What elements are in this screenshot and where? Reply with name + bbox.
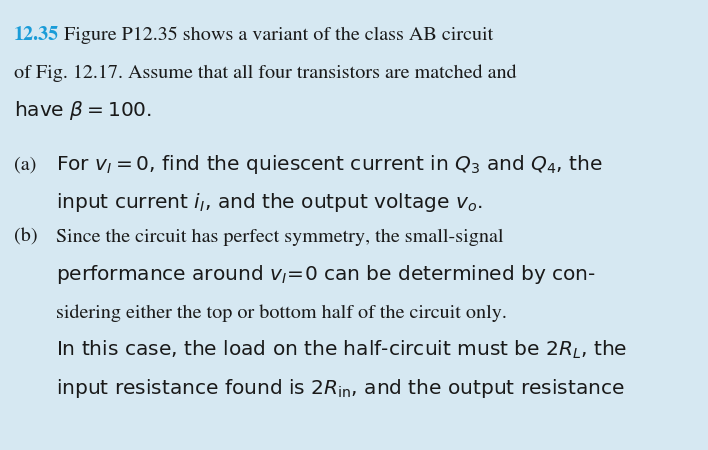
- Text: have $\beta = 100$.: have $\beta = 100$.: [14, 99, 152, 122]
- Text: Since the circuit has perfect symmetry, the small-signal: Since the circuit has perfect symmetry, …: [56, 229, 503, 246]
- Text: input current $i_I$, and the output voltage $v_o$.: input current $i_I$, and the output volt…: [56, 191, 482, 214]
- Text: (b): (b): [14, 229, 38, 246]
- Text: Figure P12.35 shows a variant of the class AB circuit: Figure P12.35 shows a variant of the cla…: [64, 27, 493, 44]
- Text: of Fig. 12.17. Assume that all four transistors are matched and: of Fig. 12.17. Assume that all four tran…: [14, 64, 517, 82]
- Text: In this case, the load on the half-circuit must be $2R_L$, the: In this case, the load on the half-circu…: [56, 339, 627, 361]
- Text: input resistance found is $2R_{\rm in}$, and the output resistance: input resistance found is $2R_{\rm in}$,…: [56, 377, 625, 400]
- Text: performance around $v_I\!=\!0$ can be determined by con-: performance around $v_I\!=\!0$ can be de…: [56, 263, 596, 286]
- Text: 12.35: 12.35: [14, 26, 59, 44]
- Text: (a): (a): [14, 157, 36, 174]
- Text: sidering either the top or bottom half of the circuit only.: sidering either the top or bottom half o…: [56, 304, 507, 322]
- Text: For $v_I = 0$, find the quiescent current in $Q_3$ and $Q_4$, the: For $v_I = 0$, find the quiescent curren…: [56, 153, 603, 176]
